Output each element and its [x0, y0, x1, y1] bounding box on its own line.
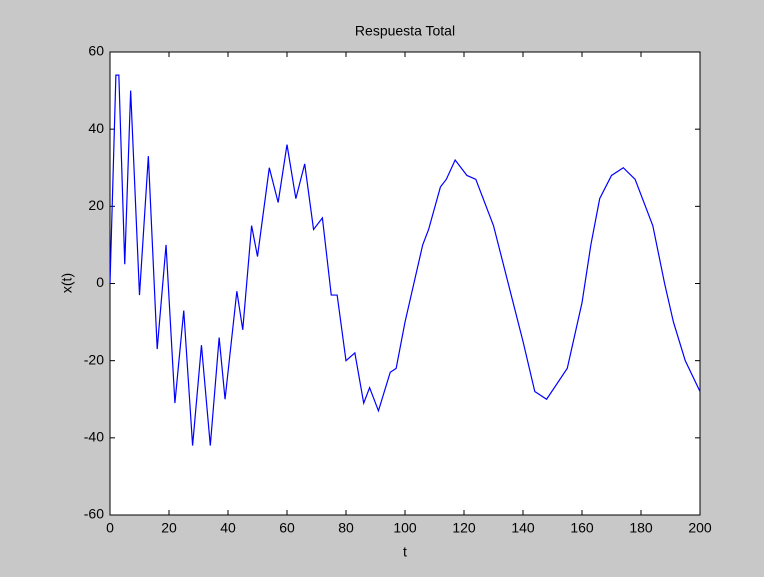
- y-axis-label: x(t): [59, 273, 75, 293]
- x-tick-label: 160: [570, 520, 594, 536]
- x-tick-label: 40: [220, 520, 236, 536]
- y-tick-label: -60: [84, 506, 104, 522]
- data-line: [109, 74, 701, 446]
- x-tick-label: 100: [393, 520, 417, 536]
- y-tick-label: 60: [88, 43, 104, 59]
- x-tick-label: 120: [452, 520, 476, 536]
- chart-title: Respuesta Total: [355, 23, 455, 39]
- x-tick-label: 200: [688, 520, 712, 536]
- x-tick-label: 80: [338, 520, 354, 536]
- x-tick-label: 140: [511, 520, 535, 536]
- y-tick-label: 0: [96, 274, 104, 290]
- plot-area: [109, 51, 701, 516]
- x-tick-label: 0: [106, 520, 114, 536]
- y-tick-label: -20: [84, 351, 104, 367]
- x-tick-label: 60: [279, 520, 295, 536]
- x-tick-label: 180: [629, 520, 653, 536]
- y-tick-label: 20: [88, 197, 104, 213]
- x-tick-label: 20: [161, 520, 177, 536]
- y-tick-label: -40: [84, 429, 104, 445]
- x-axis-label: t: [403, 544, 407, 560]
- y-tick-label: 40: [88, 120, 104, 136]
